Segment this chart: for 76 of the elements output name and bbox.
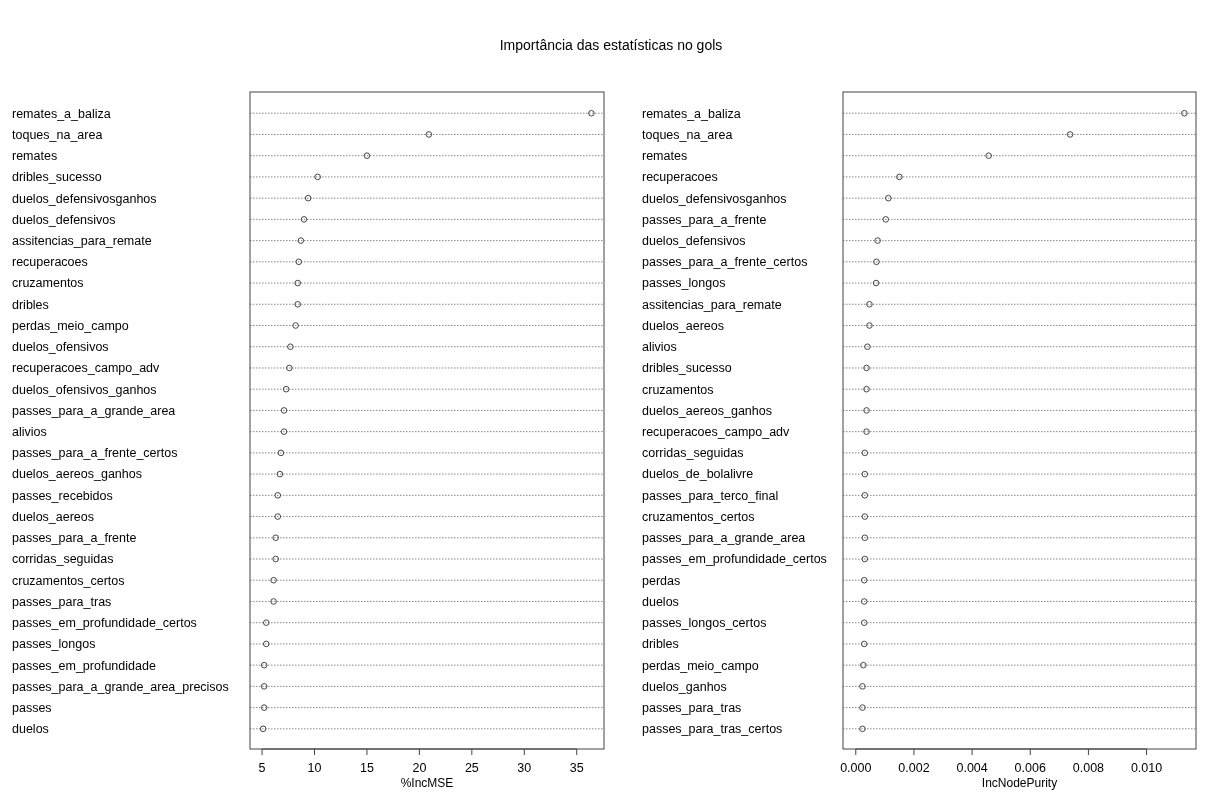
x-tick-label: 15: [360, 761, 374, 775]
y-tick-label: duelos: [12, 722, 49, 737]
y-tick-label: cruzamentos: [12, 276, 84, 291]
y-tick-label: passes_longos: [12, 637, 96, 652]
y-tick-label: duelos_defensivosganhos: [642, 191, 787, 206]
y-tick-label: passes_para_a_frente_certos: [12, 446, 178, 461]
y-tick-label: remates: [12, 149, 58, 164]
y-tick-label: dribles: [12, 297, 49, 312]
y-tick-label: dribles_sucesso: [642, 361, 732, 376]
y-tick-label: passes: [12, 700, 52, 715]
y-tick-label: recuperacoes: [642, 170, 718, 185]
x-tick-label: 0.008: [1072, 761, 1105, 775]
y-tick-label: passes_em_profundidade: [12, 658, 156, 673]
y-tick-label: corridas_seguidas: [642, 446, 744, 461]
y-tick-label: recuperacoes_campo_adv: [12, 361, 161, 376]
y-tick-label: duelos_aereos: [12, 509, 95, 524]
y-tick-label: passes_longos_certos: [642, 616, 767, 631]
x-axis-title: IncNodePurity: [981, 776, 1058, 790]
y-tick-label: passes_para_terco_final: [642, 488, 779, 503]
y-tick-label: passes_para_tras: [12, 594, 112, 609]
x-tick-label: 0.006: [1014, 761, 1046, 775]
x-tick-label: 25: [464, 761, 479, 775]
y-tick-label: remates: [642, 149, 688, 164]
chart-title: Importância das estatísticas no gols: [499, 37, 723, 53]
x-tick-label: 0.010: [1130, 761, 1163, 775]
y-tick-label: passes_em_profundidade_certos: [642, 552, 827, 567]
x-tick-label: 30: [517, 761, 532, 775]
y-tick-label: duelos_aereos_ganhos: [642, 403, 772, 418]
y-tick-label: corridas_seguidas: [12, 552, 114, 567]
y-tick-label: duelos_ofensivos: [12, 340, 109, 355]
y-tick-label: alivios: [642, 340, 677, 355]
y-tick-label: cruzamentos_certos: [12, 573, 125, 588]
x-tick-label: 0.004: [956, 761, 988, 775]
y-tick-label: duelos_defensivosganhos: [12, 191, 157, 206]
x-tick-label: 10: [307, 761, 322, 775]
y-tick-label: duelos_ofensivos_ganhos: [12, 382, 157, 397]
x-tick-label: 20: [412, 761, 427, 775]
y-tick-label: recuperacoes_campo_adv: [642, 425, 791, 440]
x-tick-label: 0.002: [898, 761, 930, 775]
y-tick-label: passes_em_profundidade_certos: [12, 616, 197, 631]
y-tick-label: cruzamentos_certos: [642, 509, 755, 524]
y-tick-label: alivios: [12, 425, 47, 440]
y-tick-label: perdas: [642, 573, 681, 588]
y-tick-label: passes_para_tras_certos: [642, 722, 783, 737]
y-tick-label: passes_para_a_grande_area_precisos: [12, 679, 229, 694]
y-tick-label: dribles_sucesso: [12, 170, 102, 185]
y-tick-label: passes_para_a_frente_certos: [642, 255, 808, 270]
y-tick-label: passes_para_a_frente: [642, 212, 767, 227]
y-tick-label: perdas_meio_campo: [642, 658, 759, 673]
y-tick-label: remates_a_baliza: [12, 106, 111, 121]
y-tick-label: duelos_defensivos: [12, 212, 116, 227]
y-tick-label: passes_para_a_grande_area: [642, 531, 806, 546]
y-tick-label: recuperacoes: [12, 255, 88, 270]
y-tick-label: duelos_aereos: [642, 318, 725, 333]
x-tick-label: 5: [258, 761, 266, 775]
y-tick-label: passes_longos: [642, 276, 726, 291]
y-tick-label: duelos_ganhos: [642, 679, 727, 694]
y-tick-label: duelos_de_bolalivre: [642, 467, 754, 482]
y-tick-label: perdas_meio_campo: [12, 318, 129, 333]
y-tick-label: duelos: [642, 594, 679, 609]
y-tick-label: cruzamentos: [642, 382, 714, 397]
y-tick-label: passes_para_a_frente: [12, 531, 137, 546]
y-tick-label: toques_na_area: [642, 127, 733, 142]
y-tick-label: assitencias_para_remate: [12, 233, 152, 248]
y-tick-label: toques_na_area: [12, 127, 103, 142]
y-tick-label: passes_para_a_grande_area: [12, 403, 176, 418]
y-tick-label: remates_a_baliza: [642, 106, 741, 121]
y-tick-label: dribles: [642, 637, 679, 652]
y-tick-label: passes_para_tras: [642, 700, 742, 715]
x-tick-label: 35: [569, 761, 584, 775]
y-tick-label: assitencias_para_remate: [642, 297, 782, 312]
x-tick-label: 0.000: [840, 761, 872, 775]
y-tick-label: passes_recebidos: [12, 488, 113, 503]
x-axis-title: %IncMSE: [400, 776, 454, 790]
y-tick-label: duelos_aereos_ganhos: [12, 467, 142, 482]
y-tick-label: duelos_defensivos: [642, 233, 746, 248]
